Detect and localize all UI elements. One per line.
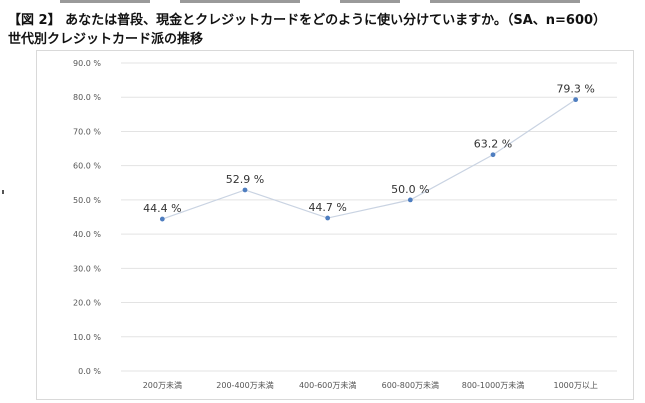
data-label: 79.3 % xyxy=(556,83,594,96)
cropped-bar xyxy=(60,0,150,3)
series-line xyxy=(162,99,576,220)
line-chart: 0.0 % 10.0 % 20.0 % 30.0 % 40.0 % 50.0 % 60.0 … xyxy=(73,59,617,390)
x-tick-label: 200万未満 xyxy=(143,380,182,390)
y-tick-label: 60.0 % xyxy=(73,162,101,171)
data-point xyxy=(242,187,248,193)
y-tick-label: 0.0 % xyxy=(78,367,101,376)
y-tick-label: 20.0 % xyxy=(73,299,101,308)
data-point xyxy=(159,216,165,222)
data-label: 44.7 % xyxy=(308,201,346,214)
x-tick-label: 800-1000万未満 xyxy=(462,380,525,390)
chart-container: 0.0 % 10.0 % 20.0 % 30.0 % 40.0 % 50.0 % 60.0 … xyxy=(36,50,634,400)
y-tick-label: 40.0 % xyxy=(73,230,101,239)
y-tick-label: 30.0 % xyxy=(73,264,101,273)
data-point xyxy=(573,97,579,103)
y-tick-label: 90.0 % xyxy=(73,59,101,68)
page-edge-mark xyxy=(2,190,4,194)
x-tick-label: 400-600万未満 xyxy=(299,380,356,390)
data-point xyxy=(325,215,331,221)
data-point xyxy=(490,152,496,158)
y-tick-label: 80.0 % xyxy=(73,93,101,102)
x-tick-label: 200-400万未満 xyxy=(216,380,273,390)
data-label: 63.2 % xyxy=(474,138,512,151)
data-label: 52.9 % xyxy=(226,173,264,186)
cropped-bar xyxy=(430,0,580,3)
y-tick-label: 10.0 % xyxy=(73,333,101,342)
y-tick-label: 50.0 % xyxy=(73,196,101,205)
figure-heading: 【図 2】 あなたは普段、現金とクレジットカードをどのように使い分けていますか。… xyxy=(8,13,607,28)
data-point xyxy=(407,197,413,203)
x-tick-label: 1000万以上 xyxy=(553,381,597,390)
data-label: 44.4 % xyxy=(143,202,181,215)
chart-title: 世代別クレジットカード派の推移 xyxy=(8,32,204,47)
data-label: 50.0 % xyxy=(391,183,429,196)
cropped-bar xyxy=(340,0,400,3)
cropped-top-strip xyxy=(40,0,600,6)
x-tick-label: 600-800万未満 xyxy=(382,380,439,390)
cropped-bar xyxy=(180,0,300,3)
y-tick-label: 70.0 % xyxy=(73,127,101,136)
